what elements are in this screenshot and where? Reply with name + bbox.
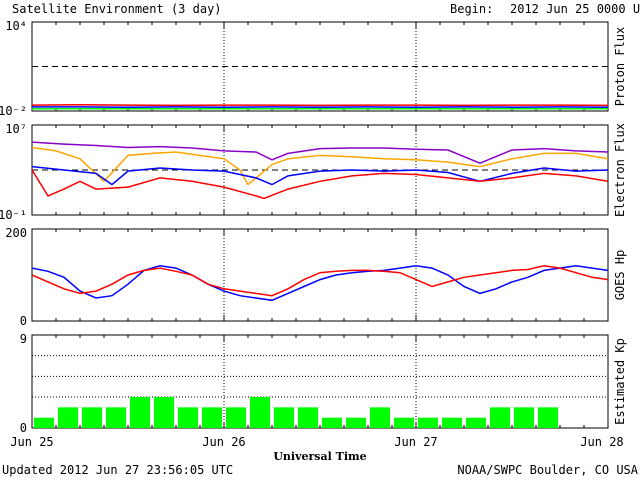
y-tick-label: 0 <box>20 314 27 328</box>
panel-title: Electron Flux <box>613 123 627 217</box>
series-line-red <box>31 104 609 107</box>
kp-bar <box>58 407 78 428</box>
kp-bar <box>442 417 462 428</box>
series-line-purple <box>31 141 609 165</box>
estimated-kp-panel: 9 0 Estimated Kp <box>20 332 627 435</box>
kp-bar <box>514 407 534 428</box>
kp-bar <box>34 417 54 428</box>
y-tick-label: 10⁻² <box>0 104 27 118</box>
kp-bar <box>418 417 438 428</box>
series-line-red <box>31 265 609 297</box>
x-tick-label: Jun 25 <box>10 435 53 449</box>
panel-title: Proton Flux <box>613 27 627 106</box>
data-source: NOAA/SWPC Boulder, CO USA <box>457 463 638 477</box>
kp-bar <box>202 407 222 428</box>
goes-hp-panel: 200 0 GOES Hp <box>5 226 627 328</box>
panel-frame <box>31 124 609 216</box>
x-tick-label: Jun 26 <box>202 435 245 449</box>
series-line-blue <box>31 265 609 302</box>
kp-bar <box>490 407 510 428</box>
kp-bar <box>178 407 198 428</box>
panel-frame <box>31 228 609 322</box>
kp-bar <box>394 417 414 428</box>
begin-value: 2012 Jun 25 0000 UTC <box>510 2 640 16</box>
x-tick-label: Jun 27 <box>394 435 437 449</box>
series-line-blue <box>31 165 609 186</box>
updated-timestamp: Updated 2012 Jun 27 23:56:05 UTC <box>2 463 233 477</box>
series-line-red <box>31 169 609 200</box>
panel-frame <box>31 21 609 112</box>
kp-bar <box>538 407 558 428</box>
kp-bar <box>106 407 126 428</box>
y-tick-label: 10⁴ <box>5 19 27 33</box>
kp-bar <box>226 407 246 428</box>
electron-flux-panel: 10⁷ 10⁻¹ Electron Flux <box>0 122 627 222</box>
begin-label: Begin: <box>450 2 493 16</box>
x-axis-label: Universal Time <box>273 450 366 463</box>
y-tick-label: 0 <box>20 421 27 435</box>
y-tick-label: 10⁷ <box>5 122 27 136</box>
kp-bar <box>370 407 390 428</box>
chart-title: Satellite Environment (3 day) <box>12 2 222 16</box>
series-line-orange <box>31 146 609 186</box>
panel-title: GOES Hp <box>613 250 627 301</box>
kp-bar <box>346 417 366 428</box>
x-tick-label: Jun 28 <box>580 435 623 449</box>
kp-bar <box>322 417 342 428</box>
kp-bar <box>274 407 294 428</box>
y-tick-label: 10⁻¹ <box>0 208 27 222</box>
kp-bar <box>298 407 318 428</box>
kp-bar <box>250 397 270 428</box>
kp-bar <box>130 397 150 428</box>
y-tick-label: 9 <box>20 332 27 346</box>
panel-title: Estimated Kp <box>613 338 627 425</box>
y-tick-label: 200 <box>5 226 27 240</box>
proton-flux-panel: 10⁴ 10⁻² Proton Flux <box>0 19 627 118</box>
kp-bar <box>82 407 102 428</box>
kp-bar <box>154 397 174 428</box>
kp-bar <box>466 417 486 428</box>
